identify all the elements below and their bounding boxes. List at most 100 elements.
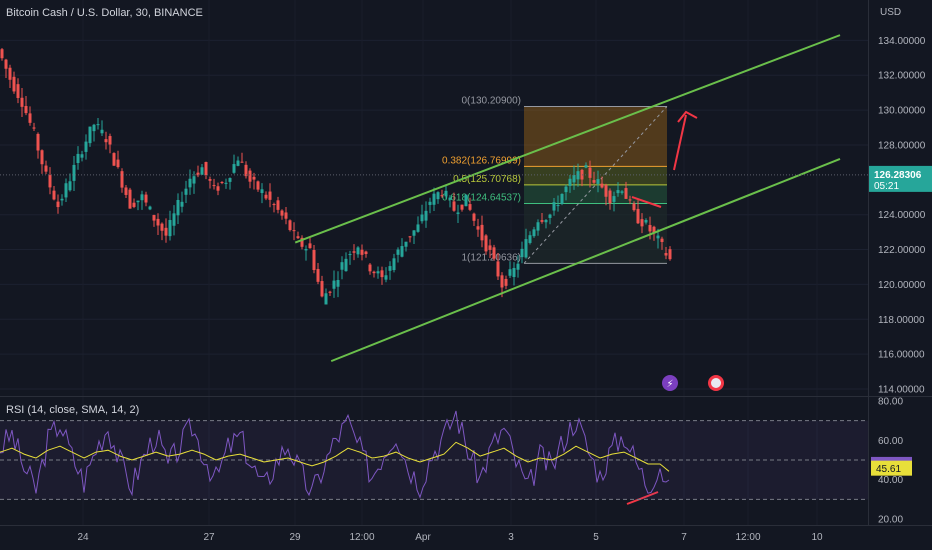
annotations: ⚡ <box>626 110 724 505</box>
candle-body <box>140 194 144 201</box>
candle-body <box>128 189 132 209</box>
time-axis-label: Apr <box>415 532 431 543</box>
price-axis-label: 116.00000 <box>878 350 925 361</box>
candle-body <box>476 226 480 230</box>
candle-body <box>52 190 56 200</box>
candle-body <box>536 222 540 231</box>
candle-body <box>88 126 92 144</box>
time-axis-label: 12:00 <box>349 532 374 543</box>
forecast-arrow-head <box>677 110 698 123</box>
flag-icon <box>711 378 721 388</box>
rsi-ma-line <box>0 441 670 472</box>
candle-body <box>32 127 36 129</box>
candle-body <box>592 180 596 183</box>
candle-body <box>184 188 188 195</box>
time-axis-label: 12:00 <box>735 532 760 543</box>
candle-body <box>204 162 208 175</box>
candle-body <box>60 198 64 201</box>
candle-body <box>68 181 72 191</box>
candle-body <box>612 196 616 202</box>
symbol-title[interactable]: Bitcoin Cash / U.S. Dollar, 30, BINANCE <box>6 7 203 19</box>
candle-body <box>336 280 340 287</box>
candle-body <box>632 203 636 211</box>
candle-body <box>528 235 532 243</box>
candle-body <box>552 202 556 211</box>
time-axis-label: 3 <box>508 532 514 543</box>
candle-body <box>444 190 448 197</box>
candle-body <box>576 171 580 180</box>
candle-body <box>8 67 12 80</box>
candle-body <box>276 200 280 210</box>
candle-body <box>572 175 576 183</box>
candle-body <box>332 280 336 289</box>
candle-body <box>232 164 236 173</box>
candle-body <box>340 262 344 270</box>
candle-body <box>644 220 648 223</box>
candle-body <box>416 224 420 232</box>
candle-body <box>504 278 508 286</box>
price-axis-label: 132.00000 <box>878 71 926 82</box>
candle-body <box>164 227 168 236</box>
candle-body <box>540 220 544 222</box>
candle-body <box>500 275 504 288</box>
candle-body <box>488 245 492 250</box>
candle-body <box>212 185 216 187</box>
rsi-axis-label: 20.00 <box>878 515 903 526</box>
fib-zone-0382-05 <box>524 166 667 185</box>
candle-body <box>236 160 240 166</box>
candle-body <box>304 249 308 251</box>
candle-body <box>628 199 632 201</box>
candle-body <box>352 251 356 253</box>
candle-body <box>100 129 104 134</box>
candle-body <box>368 264 372 272</box>
candle-body <box>432 193 436 205</box>
candle-body <box>460 204 464 210</box>
candle-body <box>280 210 284 216</box>
candle-body <box>208 179 212 181</box>
candle-body <box>640 219 644 227</box>
candle-body <box>160 223 164 231</box>
candle-body <box>360 249 364 255</box>
candle-body <box>596 179 600 184</box>
candle-body <box>568 178 572 186</box>
candle-body <box>244 164 248 177</box>
candle-body <box>180 201 184 207</box>
candle-body <box>256 181 260 190</box>
candle-body <box>176 199 180 216</box>
candle-body <box>656 235 660 239</box>
candle-body <box>468 204 472 210</box>
candle-body <box>188 178 192 188</box>
candle-body <box>496 261 500 277</box>
candle-body <box>284 212 288 219</box>
candle-body <box>216 186 220 191</box>
time-axis-label: 7 <box>681 532 687 543</box>
rsi-axis-label: 80.00 <box>878 396 903 407</box>
price-axis-label: 124.00000 <box>878 210 926 221</box>
fib-trend-line <box>523 106 668 264</box>
candle-body <box>388 266 392 271</box>
candle-body <box>524 239 528 258</box>
time-axis-label: 10 <box>811 532 823 543</box>
rsi-indicator-title[interactable]: RSI (14, close, SMA, 14, 2) <box>6 404 140 416</box>
candle-body <box>356 247 360 255</box>
candle-body <box>240 161 244 163</box>
candlestick-series <box>0 47 672 305</box>
candle-body <box>20 97 24 107</box>
candle-body <box>408 236 412 238</box>
candle-body <box>376 271 380 274</box>
candle-body <box>72 164 76 181</box>
candle-body <box>608 190 612 204</box>
candle-body <box>456 212 460 214</box>
channel-lower-line <box>330 157 841 363</box>
price-axis-label: 114.00000 <box>878 385 925 396</box>
candle-body <box>0 49 4 59</box>
fib-level-label: 0.382(126.76999) <box>442 155 521 166</box>
candle-body <box>492 247 496 259</box>
candle-body <box>560 193 564 204</box>
candle-body <box>588 167 592 178</box>
candle-body <box>564 186 568 193</box>
rsi-ma-badge <box>871 460 912 476</box>
candle-body <box>624 188 628 199</box>
candle-body <box>428 201 432 205</box>
